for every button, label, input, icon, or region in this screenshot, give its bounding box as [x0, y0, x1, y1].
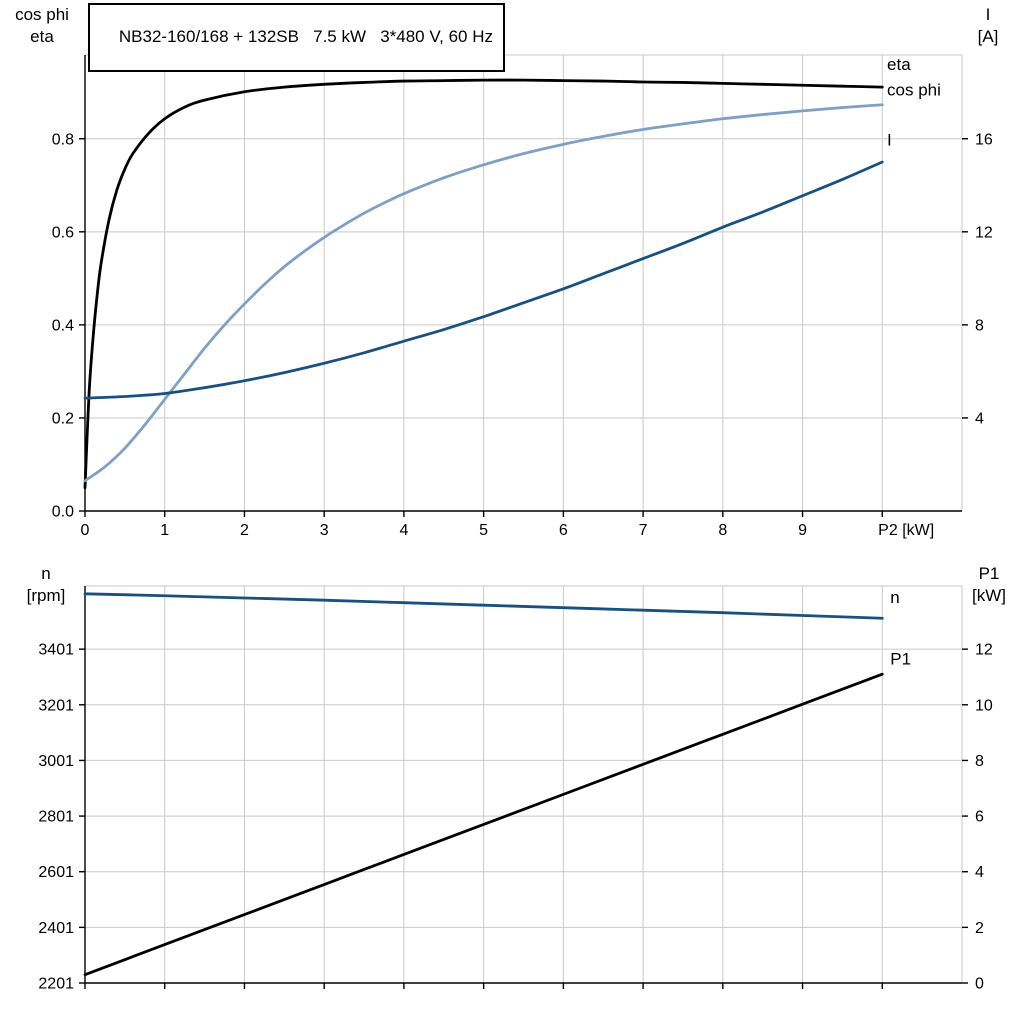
left-axis-title-line1: cos phi: [15, 5, 69, 24]
y-left-tick-label: 2601: [38, 864, 74, 881]
x-tick-label: 9: [798, 522, 807, 539]
y-left-tick-label: 0.6: [52, 224, 74, 241]
x-tick-label: 7: [639, 522, 648, 539]
x-tick-label: 3: [320, 522, 329, 539]
speed-axis-title-line1: n: [41, 564, 51, 583]
power-axis-title-line1: P1: [978, 564, 1000, 583]
series-label-cos-phi: cos phi: [887, 80, 941, 99]
y-right-tick-label: 6: [975, 809, 984, 826]
y-right-tick-label: 12: [975, 642, 993, 659]
series-curve-current: [83, 160, 884, 400]
y-right-tick-label: 4: [975, 864, 984, 881]
right-axis-title-line2: [A]: [977, 27, 999, 46]
series-curve-power-input: [83, 672, 884, 977]
plot-border: [84, 54, 963, 512]
bottom-chart-right-axis-title: P1 [kW]: [956, 563, 1022, 607]
y-right-tick-label: 12: [975, 224, 993, 241]
y-left-tick-label: 2801: [38, 809, 74, 826]
y-right-tick-label: 4: [975, 410, 984, 427]
x-tick-label: 0: [81, 522, 90, 539]
y-right-tick-label: 16: [975, 131, 993, 148]
chart-title: NB32-160/168 + 132SB 7.5 kW 3*480 V, 60 …: [118, 27, 493, 46]
y-left-tick-label: 0.4: [52, 317, 74, 334]
y-left-tick-label: 0.2: [52, 410, 74, 427]
series-label-eta: eta: [887, 55, 911, 74]
top-chart-right-axis-title: I [A]: [956, 4, 1020, 48]
series-curve-speed: [83, 592, 884, 620]
series-label-power-input: P1: [890, 649, 911, 668]
chart-speed-power: 2201 2401 2601 2801 3001 3201 3401 0 2 4 6 8 10 12 n P1: [38, 585, 993, 993]
y-left-tick-label: 3201: [38, 697, 74, 714]
plot-border: [84, 585, 963, 984]
left-axis-title-line2: eta: [30, 27, 54, 46]
y-left-tick-label: 0.8: [52, 131, 74, 148]
power-axis-title-line2: [kW]: [972, 586, 1006, 605]
y-right-tick-label: 0: [975, 976, 984, 993]
chart-title-box: NB32-160/168 + 132SB 7.5 kW 3*480 V, 60 …: [88, 3, 505, 72]
bottom-chart-left-axis-title: n [rpm]: [2, 563, 90, 607]
x-tick-label: 1: [160, 522, 169, 539]
y-right-tick-label: 8: [975, 753, 984, 770]
y-left-tick-label: 3401: [38, 642, 74, 659]
x-axis-label: P2 [kW]: [878, 522, 934, 539]
series-label-current: I: [887, 131, 892, 150]
y-right-tick-label: 8: [975, 317, 984, 334]
x-tick-label: 6: [559, 522, 568, 539]
x-tick-label: 5: [479, 522, 488, 539]
speed-axis-title-line2: [rpm]: [26, 586, 66, 605]
y-left-tick-label: 2201: [38, 976, 74, 993]
series-label-speed: n: [890, 588, 899, 607]
x-tick-label: 4: [399, 522, 408, 539]
y-left-tick-label: 0.0: [52, 504, 74, 521]
y-left-tick-label: 3001: [38, 753, 74, 770]
y-right-tick-label: 2: [975, 920, 984, 937]
x-tick-label: 2: [240, 522, 249, 539]
series-curve-eta: [83, 78, 884, 490]
top-chart-left-axis-title: cos phi eta: [0, 4, 84, 48]
right-axis-title-line1: I: [985, 5, 991, 24]
y-left-tick-label: 2401: [38, 920, 74, 937]
y-right-tick-label: 10: [975, 697, 993, 714]
series-curve-cos-phi: [83, 103, 884, 483]
x-tick-label: 8: [718, 522, 727, 539]
chart-motor-curves: 0 1 2 3 4 5 6 7 8 9 P2 [kW]0.00.20.40.60.8481216et…: [52, 54, 993, 539]
